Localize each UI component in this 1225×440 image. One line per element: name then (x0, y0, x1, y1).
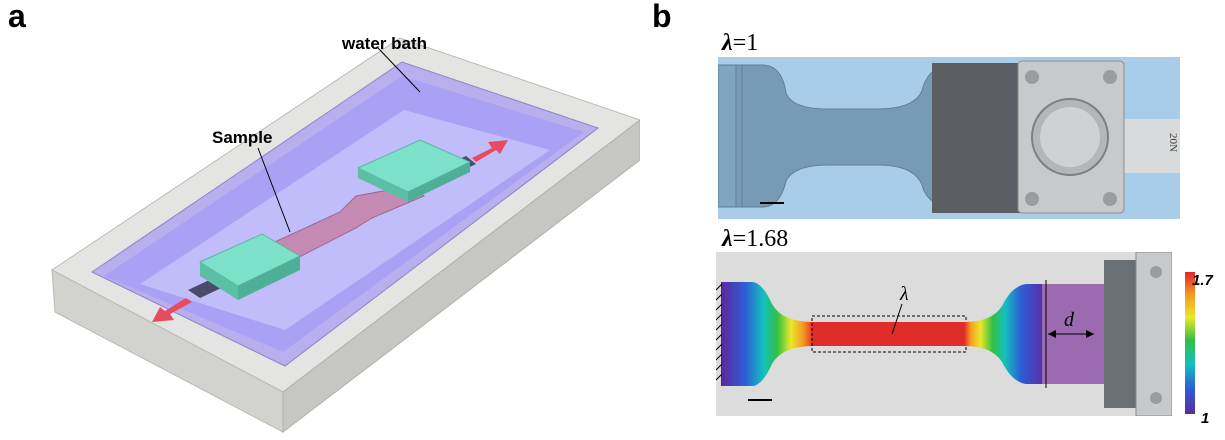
lambda-symbol-2: λ (722, 226, 733, 252)
strain-colorbar (1185, 272, 1195, 414)
right-pull-arrow (472, 140, 508, 162)
lambda-value-2: =1.68 (732, 226, 789, 252)
left-grip-front (238, 256, 300, 300)
water-bath-label: water bath (342, 34, 428, 53)
left-grip-side (200, 262, 238, 300)
fixed-support-hatching (716, 283, 723, 381)
bottom-photo: λ d (716, 252, 1172, 416)
d-label: d (1064, 309, 1075, 331)
panel-a-letter: a (8, 0, 26, 34)
water-bath-diagram (51, 37, 640, 434)
colorbar-min-label: 1 (1201, 410, 1210, 427)
bath-frame-side (282, 119, 640, 434)
right-strain-region (964, 284, 1046, 384)
panel-b-letter: b (652, 0, 672, 34)
stamp-text: 20N (1167, 133, 1179, 152)
lambda-leader (891, 303, 903, 335)
lambda-value: =1 (732, 30, 759, 56)
right-grip-side (358, 168, 408, 202)
left-strain-region (722, 282, 814, 386)
lambda-168-label: λ=1.68 (722, 226, 788, 253)
left-pull-arrow (152, 298, 192, 322)
top-photo-drawing: 20N (718, 57, 1180, 219)
top-photo: 20N (718, 57, 1180, 219)
lambda-1-label: λ=1 (722, 30, 758, 57)
bottom-photo-drawing: λ d (716, 252, 1172, 416)
lambda-symbol: λ (722, 30, 733, 56)
colorbar-max-label: 1.7 (1192, 272, 1213, 289)
right-grip-front (408, 162, 470, 202)
sample-label: Sample (212, 128, 273, 147)
sample-leader (257, 147, 291, 233)
top-grip-block (932, 63, 1024, 213)
gauge-region (812, 322, 966, 346)
water-bath-leader (377, 47, 421, 93)
lambda-region-label: λ (899, 283, 909, 305)
